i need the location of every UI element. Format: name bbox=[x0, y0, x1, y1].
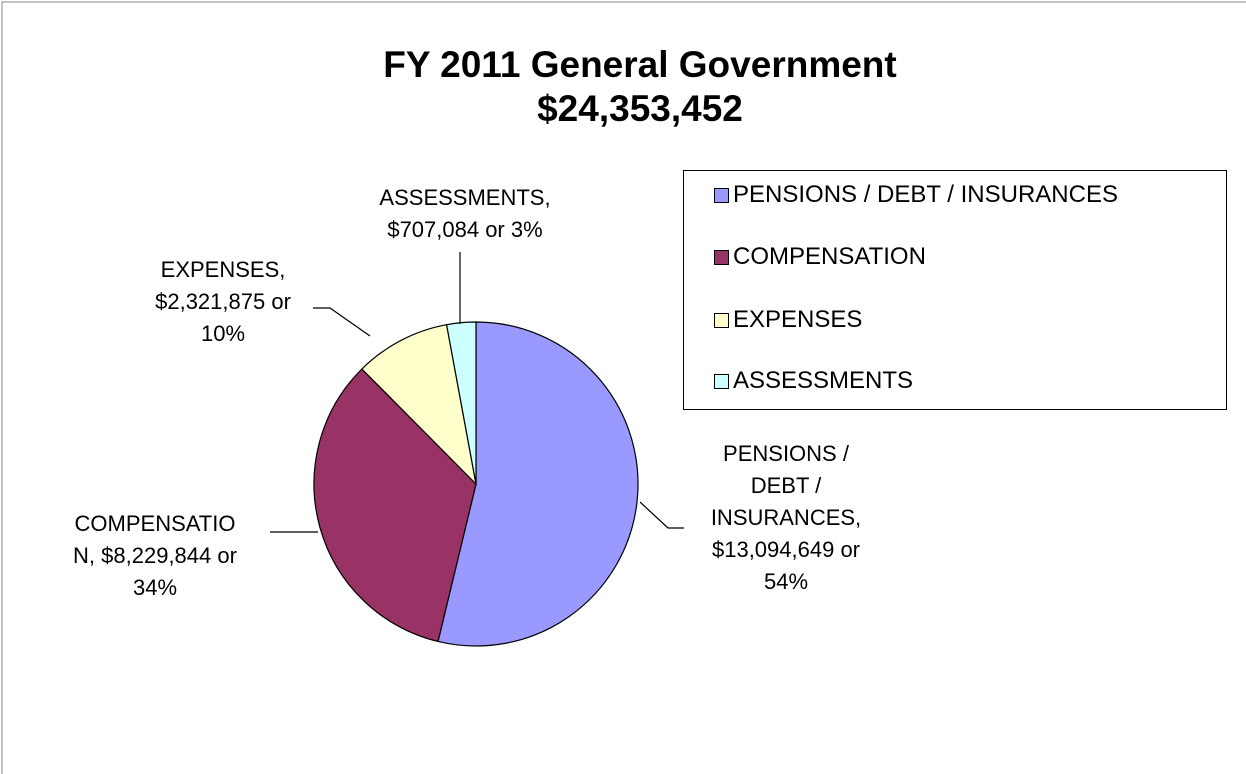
data-label: EXPENSES, $2,321,875 or 10% bbox=[155, 257, 291, 346]
chart-title: FY 2011 General Government bbox=[383, 44, 897, 85]
legend-item: EXPENSES bbox=[714, 306, 862, 334]
legend-label: PENSIONS / DEBT / INSURANCES bbox=[733, 181, 1118, 208]
legend-swatch bbox=[714, 187, 729, 203]
data-label: PENSIONS / DEBT / INSURANCES, $13,094,64… bbox=[710, 441, 862, 594]
legend: PENSIONS / DEBT / INSURANCES COMPENSATION… bbox=[683, 170, 1227, 410]
leader-line bbox=[313, 307, 371, 337]
leader-line bbox=[639, 501, 684, 529]
pie-slice bbox=[445, 321, 477, 485]
pie-slice bbox=[437, 321, 639, 647]
data-label: COMPENSATIO N, $8,229,844 or 34% bbox=[73, 511, 237, 600]
legend-swatch bbox=[714, 373, 729, 389]
chart-subtitle: $24,353,452 bbox=[537, 88, 743, 129]
legend-label: EXPENSES bbox=[733, 306, 863, 333]
pie bbox=[313, 321, 639, 647]
data-label: ASSESSMENTS, $707,084 or 3% bbox=[379, 185, 551, 242]
pie-slice bbox=[313, 368, 477, 643]
legend-item: COMPENSATION bbox=[714, 243, 926, 271]
leader-lines bbox=[270, 252, 684, 533]
legend-item: ASSESSMENTS bbox=[714, 367, 913, 395]
legend-swatch bbox=[714, 249, 729, 265]
pie-slice bbox=[361, 323, 477, 486]
legend-label: COMPENSATION bbox=[733, 243, 926, 270]
legend-label: ASSESSMENTS bbox=[733, 367, 914, 394]
legend-item: PENSIONS / DEBT / INSURANCES bbox=[714, 181, 1118, 209]
legend-swatch bbox=[714, 312, 729, 328]
